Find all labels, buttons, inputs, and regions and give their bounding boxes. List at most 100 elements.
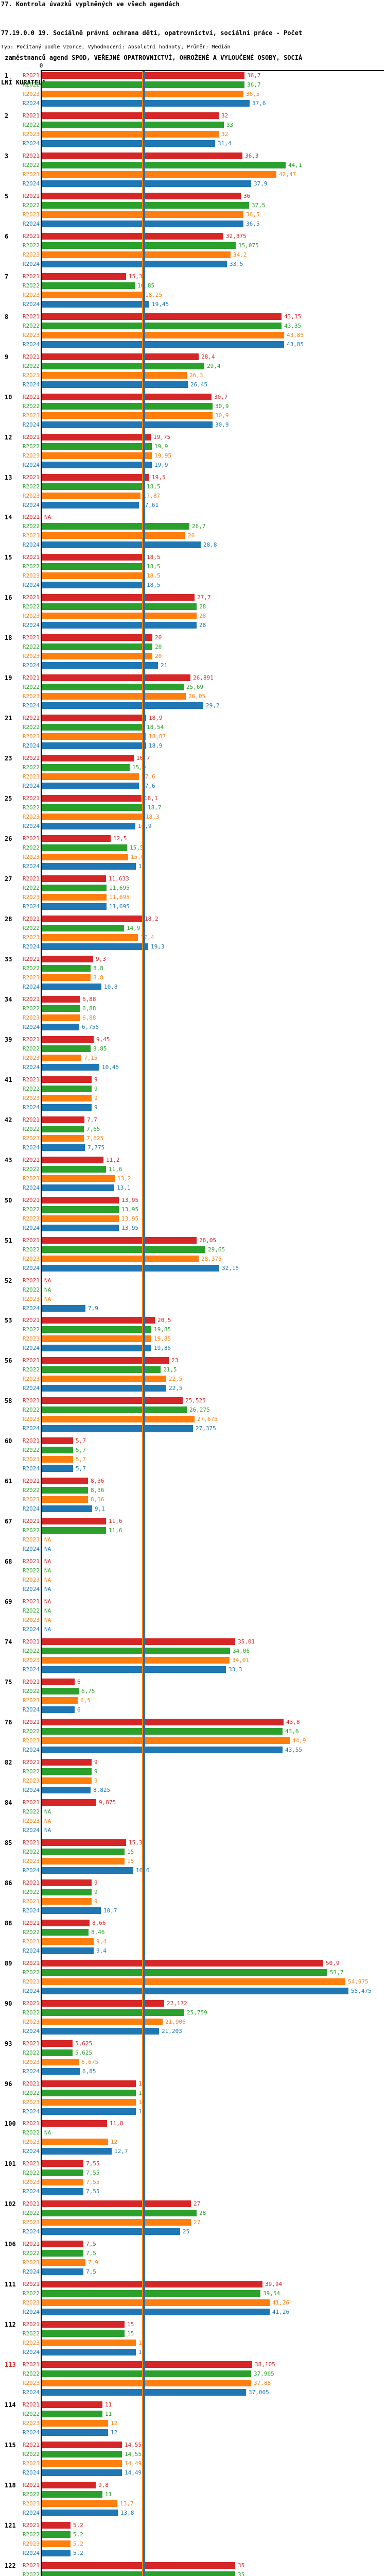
series-row-label: R2024 xyxy=(22,1425,40,1432)
series-row-label: R2024 xyxy=(22,662,40,669)
bar-R2024-group-114 xyxy=(42,2429,108,2436)
series-row-label: R2021 xyxy=(22,2562,40,2569)
bar-R2022-group-7 xyxy=(42,282,135,289)
bar-value-label: 37,9 xyxy=(254,180,268,187)
bar-value-label: 9,4 xyxy=(96,1947,107,1954)
bar-R2024-group-88 xyxy=(42,1947,94,1954)
bar-R2024-group-18 xyxy=(42,662,158,669)
group-label-82: 82 xyxy=(5,1759,12,1766)
bar-value-label: 7,55 xyxy=(86,2188,100,2195)
bar-R2023-group-6 xyxy=(42,251,231,258)
series-row-label: R2024 xyxy=(22,2389,40,2396)
series-row-label: R2023 xyxy=(22,2059,40,2065)
bar-value-label: 27 xyxy=(194,2200,201,2207)
bar-value-label: 18,54 xyxy=(147,724,164,731)
series-row-label: R2022 xyxy=(22,603,40,610)
bar-R2022-group-6 xyxy=(42,242,236,249)
y-axis-line xyxy=(41,70,42,2576)
series-row-label: R2023 xyxy=(22,1055,40,1061)
bar-R2023-group-89 xyxy=(42,1978,345,1985)
series-row-label: R2021 xyxy=(22,112,40,119)
bar-value-label: 8,66 xyxy=(92,1920,106,1926)
series-row-label: R2024 xyxy=(22,582,40,588)
bar-value-label: 7,7 xyxy=(87,1116,97,1123)
bar-value-label: 54,975 xyxy=(348,1978,369,1985)
bar-value-label: 36,7 xyxy=(247,72,261,79)
bar-value-label: 13,95 xyxy=(121,1225,139,1231)
bar-R2024-group-27 xyxy=(42,903,107,910)
bar-value-label: 29,4 xyxy=(207,363,221,369)
group-label-42: 42 xyxy=(5,1116,12,1124)
bar-value-label: 9 xyxy=(94,1095,98,1101)
series-row-label: R2023 xyxy=(22,572,40,579)
bar-value-label: 18,5 xyxy=(147,572,161,579)
series-row-label: R2021 xyxy=(22,1076,40,1083)
bar-R2023-group-3 xyxy=(42,171,276,178)
series-row-label: R2023 xyxy=(22,1095,40,1101)
bar-R2021-group-93 xyxy=(42,2040,73,2047)
series-row-label: R2024 xyxy=(22,1265,40,1272)
bar-value-label: 15,5 xyxy=(130,844,144,851)
bar-R2022-group-90 xyxy=(42,2009,184,2016)
series-row-label: R2021 xyxy=(22,1036,40,1043)
bar-value-label: 18,9 xyxy=(149,742,163,749)
bar-R2022-group-86 xyxy=(42,1889,92,1895)
bar-R2021-group-21 xyxy=(42,715,146,721)
bar-R2022-group-5 xyxy=(42,202,249,209)
series-row-label: R2024 xyxy=(22,1666,40,1673)
series-row-label: R2021 xyxy=(22,1719,40,1725)
subtitle-line-3: LNÍ KURATELA xyxy=(1,79,46,86)
group-label-12: 12 xyxy=(5,434,12,441)
group-label-23: 23 xyxy=(5,755,12,762)
group-label-76: 76 xyxy=(5,1719,12,1726)
bar-R2024-group-85 xyxy=(42,1867,133,1874)
bar-value-label: 33 xyxy=(226,122,234,128)
bar-value-label: 32 xyxy=(221,112,229,119)
bar-R2024-group-13 xyxy=(42,502,139,509)
group-label-102: 102 xyxy=(5,2200,16,2208)
bar-value-label: 11 xyxy=(105,2411,112,2417)
bar-value-label: 43,35 xyxy=(284,323,302,329)
bar-value-label: 9 xyxy=(94,1889,98,1895)
bar-R2024-group-106 xyxy=(42,2268,83,2275)
bar-R2021-group-7 xyxy=(42,273,126,280)
series-row-label: R2024 xyxy=(22,1064,40,1071)
bar-R2022-group-42 xyxy=(42,1126,84,1132)
group-label-43: 43 xyxy=(5,1157,12,1164)
bar-R2022-group-115 xyxy=(42,2451,122,2458)
bar-value-label: 43,55 xyxy=(285,1747,303,1753)
bar-R2022-group-26 xyxy=(42,844,127,851)
bar-R2021-group-41 xyxy=(42,1076,92,1083)
bar-R2021-group-115 xyxy=(42,2442,122,2448)
bar-R2024-group-56 xyxy=(42,1385,166,1392)
bar-R2024-group-7 xyxy=(42,301,149,308)
bar-value-label: 19,9 xyxy=(154,462,168,468)
series-row-label: R2023 xyxy=(22,2340,40,2346)
series-row-label: R2021 xyxy=(22,1598,40,1605)
bar-R2021-group-118 xyxy=(42,2482,96,2488)
bar-value-label: 14,9 xyxy=(127,925,141,931)
bar-R2024-group-26 xyxy=(42,863,136,870)
series-row-label: R2022 xyxy=(22,2451,40,2458)
series-row-label: R2021 xyxy=(22,152,40,159)
series-row-label: R2023 xyxy=(22,1978,40,1985)
subtitle-line-1: 77.19.0.0 19. Sociálně právní ochrana dě… xyxy=(1,29,303,37)
bar-value-label: 13,7 xyxy=(120,2500,134,2507)
bar-R2021-group-75 xyxy=(42,1679,75,1685)
group-label-3: 3 xyxy=(5,152,9,160)
bar-R2023-group-7 xyxy=(42,292,143,298)
series-row-label: R2023 xyxy=(22,1818,40,1824)
series-row-label: R2024 xyxy=(22,943,40,950)
bar-value-label: 30,9 xyxy=(215,412,229,419)
bar-value-label: 17,61 xyxy=(142,502,159,509)
bar-value-label: 7,9 xyxy=(88,2259,98,2266)
series-row-label: R2022 xyxy=(22,2330,40,2337)
bar-R2021-group-26 xyxy=(42,835,111,842)
bar-R2021-group-25 xyxy=(42,795,142,802)
bar-na-label: NA xyxy=(44,1626,51,1633)
bar-R2024-group-74 xyxy=(42,1666,226,1673)
group-label-18: 18 xyxy=(5,634,12,641)
bar-value-label: 8,8 xyxy=(93,974,103,981)
bar-value-label: 6,755 xyxy=(82,1024,99,1030)
bar-na-label: NA xyxy=(44,1827,51,1834)
